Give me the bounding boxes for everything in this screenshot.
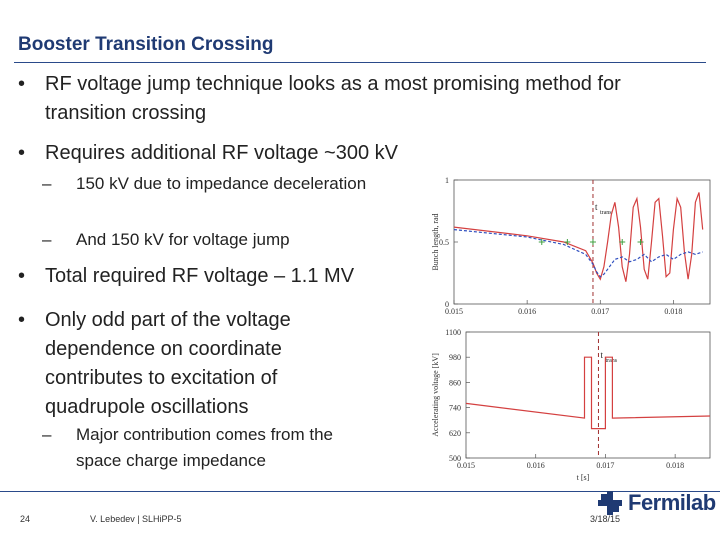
series-line-1	[453, 229, 703, 278]
sub-bullet-impedance: – 150 kV due to impedance deceleration	[42, 171, 372, 197]
y-tick-label: 0	[445, 300, 449, 309]
series-line-0	[453, 192, 704, 282]
bullet-marker: •	[18, 309, 26, 331]
sub-bullet-marker: –	[42, 230, 52, 249]
bullet-marker: •	[18, 73, 26, 95]
bullet-rf-voltage-jump: • RF voltage jump technique looks as a m…	[18, 70, 638, 128]
x-tick-label: 0.015	[445, 307, 463, 316]
bullet-total-voltage: • Total required RF voltage – 1.1 MV	[18, 262, 428, 291]
y-axis-label: Accelerating voltage [kV]	[431, 353, 440, 437]
fermilab-logo: Fermilab	[596, 489, 716, 517]
sub-bullet-space-charge: – Major contribution comes from the spac…	[42, 422, 382, 474]
data-marker	[637, 239, 644, 245]
sub-bullet-text: 150 kV due to impedance deceleration	[76, 174, 367, 193]
footer-date: 3/18/15	[590, 514, 621, 524]
x-axis-label: t [s]	[577, 473, 590, 482]
x-tick-label: 0.015	[457, 461, 475, 470]
title-divider	[14, 62, 706, 63]
sub-bullet-text: Major contribution comes from the space …	[76, 425, 333, 470]
y-tick-label: 980	[449, 353, 461, 362]
plot-frame	[465, 331, 711, 459]
fermilab-logo-icon	[598, 491, 622, 515]
sub-bullet-text: And 150 kV for voltage jump	[76, 230, 290, 249]
x-tick-label: 0.016	[527, 461, 545, 470]
series-line-0	[465, 356, 711, 430]
y-tick-label: 1	[445, 176, 449, 185]
slide-title: Booster Transition Crossing	[18, 34, 274, 55]
y-tick-label: 860	[449, 378, 461, 387]
y-tick-label: 1100	[445, 328, 461, 337]
sub-bullet-marker: –	[42, 425, 52, 444]
page-number: 24	[20, 514, 31, 524]
sub-bullet-marker: –	[42, 174, 52, 193]
x-tick-label: 0.017	[596, 461, 614, 470]
bullet-text: Only odd part of the voltage dependence …	[45, 309, 291, 418]
bunch-length-plot: 1 0.5 00.015 0.016 0.017 0.018 Bunch length, r…	[431, 176, 711, 316]
bullet-text: Total required RF voltage – 1.1 MV	[45, 265, 355, 287]
x-tick-label: 0.018	[664, 307, 682, 316]
bullet-text: Requires additional RF voltage ~300 kV	[45, 142, 398, 164]
x-tick-label: 0.016	[518, 307, 536, 316]
x-tick-label: 0.018	[666, 461, 684, 470]
y-tick-label: 620	[449, 429, 461, 438]
transition-label-subscript: trans	[605, 358, 617, 364]
transition-label: t	[600, 350, 603, 360]
bullet-marker: •	[18, 265, 26, 287]
transition-label-subscript: trans	[600, 210, 612, 216]
bullet-marker: •	[18, 142, 26, 164]
fermilab-logo-text: Fermilab	[628, 490, 716, 515]
sub-bullet-voltage-jump: – And 150 kV for voltage jump	[42, 227, 372, 253]
y-axis-label: Bunch length, rad	[431, 213, 440, 270]
footer-divider	[0, 491, 720, 492]
data-marker	[589, 239, 596, 245]
bullet-odd-part: • Only odd part of the voltage dependenc…	[18, 306, 368, 422]
data-marker	[538, 239, 545, 245]
x-tick-label: 0.017	[591, 307, 609, 316]
bullet-additional-voltage: • Requires additional RF voltage ~300 kV	[18, 139, 488, 168]
data-marker	[619, 239, 626, 245]
transition-label: t	[595, 202, 598, 212]
bullet-text: RF voltage jump technique looks as a mos…	[45, 73, 621, 124]
y-tick-label: 0.5	[439, 238, 449, 247]
y-tick-label: 500	[449, 454, 461, 463]
y-tick-label: 740	[449, 404, 461, 413]
data-marker	[564, 239, 571, 245]
footer-author: V. Lebedev | SLHiPP-5	[90, 514, 182, 524]
plot-frame	[453, 179, 711, 305]
